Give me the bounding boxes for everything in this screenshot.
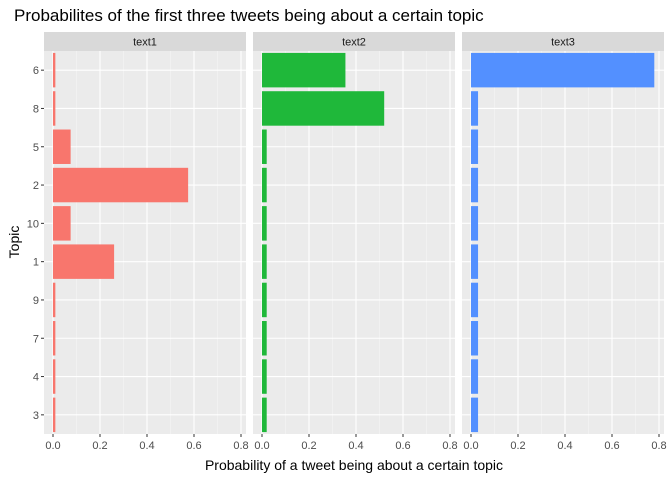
bar-text2-topic-3 <box>262 397 267 433</box>
x-tick-label: 0.6 <box>604 440 619 452</box>
facet-strip <box>462 32 664 51</box>
y-tick-label: 5 <box>33 142 39 154</box>
facet-strip <box>253 32 455 51</box>
bar-text3-topic-9 <box>471 282 479 318</box>
bar-text3-topic-5 <box>471 129 479 164</box>
x-tick-label: 0.8 <box>233 440 248 452</box>
x-tick-label: 0.2 <box>510 440 525 452</box>
bar-text3-topic-2 <box>471 167 479 203</box>
facet-text3: text3 0.0 0.2 0.4 0.6 0.8 <box>462 32 667 452</box>
facet-text1: text1 0.0 0.2 0.4 0.6 0.8 <box>44 32 249 452</box>
bar-text1-topic-6 <box>53 52 56 88</box>
bar-text2-topic-5 <box>262 129 267 164</box>
facet-strip <box>44 32 246 51</box>
y-axis-ticks: 6 8 5 2 10 1 9 7 4 3 <box>27 65 44 422</box>
x-tick-label: 0.8 <box>442 440 457 452</box>
x-tick-label: 0.0 <box>45 440 60 452</box>
x-tick-label: 0.6 <box>186 440 201 452</box>
y-tick-label: 3 <box>33 410 39 422</box>
bar-text2-topic-6 <box>262 52 346 88</box>
x-tick-label: 0.8 <box>651 440 666 452</box>
y-tick-label: 1 <box>33 257 39 269</box>
y-axis-title: Topic <box>6 226 22 259</box>
bar-text2-topic-2 <box>262 167 267 203</box>
bar-text2-topic-9 <box>262 282 267 318</box>
x-tick-label: 0.0 <box>254 440 269 452</box>
bar-text2-topic-8 <box>262 91 385 126</box>
bar-text3-topic-1 <box>471 244 479 279</box>
x-tick-label: 0.4 <box>139 440 154 452</box>
bar-text3-topic-3 <box>471 397 479 433</box>
x-tick-label: 0.4 <box>348 440 363 452</box>
bar-text2-topic-4 <box>262 359 267 394</box>
y-tick-label: 7 <box>33 333 39 345</box>
facet-panels: text1 0.0 0.2 0.4 0.6 0.8 text2 0.0 0.2 0.4 0.6 0.8… <box>44 32 667 452</box>
y-tick-label: 9 <box>33 295 39 307</box>
x-axis-title: Probability of a tweet being about a cer… <box>205 457 503 473</box>
y-tick-label: 2 <box>33 180 39 192</box>
y-tick-label: 10 <box>27 218 39 230</box>
x-tick-label: 0.2 <box>92 440 107 452</box>
x-tick-label: 0.2 <box>301 440 316 452</box>
x-tick-label: 0.0 <box>463 440 478 452</box>
bar-text3-topic-6 <box>471 52 655 88</box>
facet-strip-label: text3 <box>551 37 575 49</box>
bar-text3-topic-8 <box>471 91 479 126</box>
bar-text1-topic-10 <box>53 206 71 241</box>
bar-text1-topic-3 <box>53 397 56 433</box>
bar-text1-topic-9 <box>53 282 56 318</box>
bar-text1-topic-7 <box>53 321 56 356</box>
x-tick-label: 0.6 <box>395 440 410 452</box>
y-tick-label: 6 <box>33 65 39 77</box>
x-tick-label: 0.4 <box>557 440 572 452</box>
y-tick-label: 4 <box>33 372 39 384</box>
panel-background <box>462 51 664 434</box>
bar-text2-topic-1 <box>262 244 267 279</box>
y-tick-label: 8 <box>33 103 39 115</box>
facet-strip-label: text2 <box>342 37 366 49</box>
chart-title: Probabilites of the first three tweets b… <box>14 6 484 25</box>
panel-background <box>44 51 246 434</box>
bar-text3-topic-7 <box>471 321 479 356</box>
bar-text3-topic-4 <box>471 359 479 394</box>
bar-text2-topic-10 <box>262 206 267 241</box>
facet-text2: text2 0.0 0.2 0.4 0.6 0.8 <box>253 32 458 452</box>
bar-text1-topic-2 <box>53 167 189 203</box>
bar-text1-topic-8 <box>53 91 56 126</box>
bar-text1-topic-4 <box>53 359 56 394</box>
facet-strip-label: text1 <box>133 37 157 49</box>
bar-text2-topic-7 <box>262 321 267 356</box>
bar-text3-topic-10 <box>471 206 479 241</box>
bar-text1-topic-1 <box>53 244 115 279</box>
bar-text1-topic-5 <box>53 129 71 164</box>
